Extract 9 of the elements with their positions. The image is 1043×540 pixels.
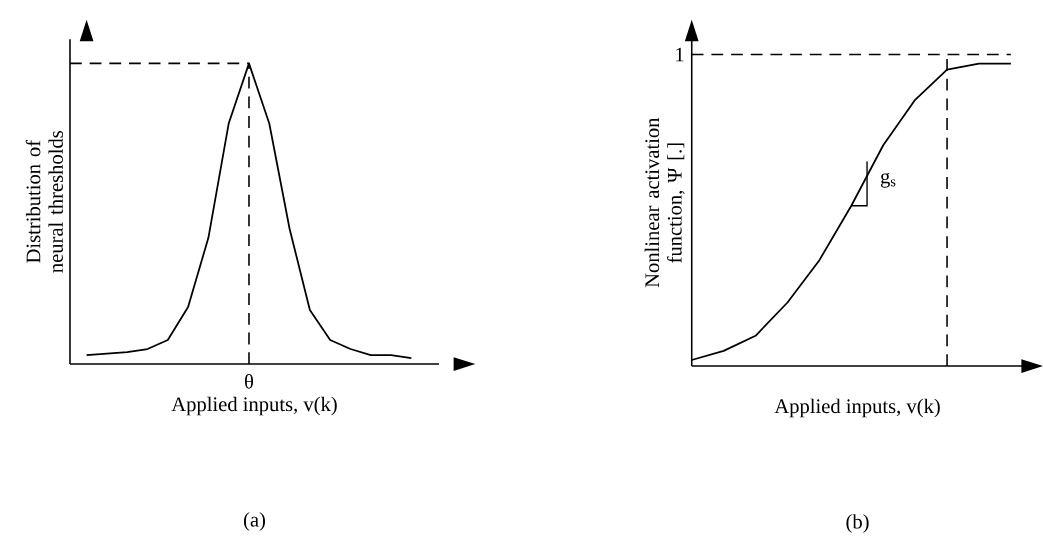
text: (a) (243, 512, 266, 531)
text: (b) (846, 514, 869, 533)
y-axis-title: Distribution of neural thresholds (25, 131, 63, 273)
text: θ (245, 374, 254, 389)
x-axis-title: Applied inputs, v(k) (171, 396, 337, 416)
ref-line-label: 1 (676, 47, 684, 62)
x-axis-title: Applied inputs, v(k) (774, 398, 940, 418)
annotation: g$_{s}$ (880, 172, 896, 188)
y-axis-title: Nonlinear activation function, Ψ [.] (644, 117, 685, 288)
